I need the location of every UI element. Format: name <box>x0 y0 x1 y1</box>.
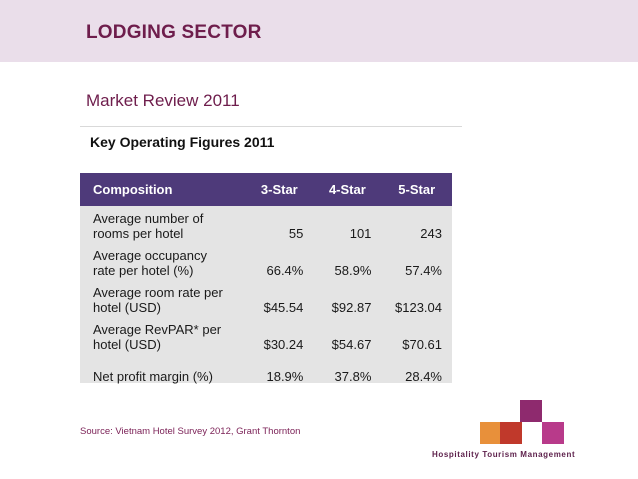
logo-square <box>500 422 522 444</box>
cell-3-star: 18.9% <box>266 369 304 384</box>
cell-3-star: $30.24 <box>263 337 304 352</box>
row-label-line: Average RevPAR* per <box>93 322 222 337</box>
table-row: Average room rate per hotel (USD) $45.54 … <box>80 280 452 317</box>
header-5-star: 5-Star <box>381 173 452 206</box>
row-label: Average number of rooms per hotel <box>80 206 245 243</box>
cell-5-star: $70.61 <box>402 337 442 352</box>
logo-square <box>542 422 564 444</box>
row-label: Average occupancy rate per hotel (%) <box>80 243 245 280</box>
logo-square <box>520 400 542 422</box>
source-note: Source: Vietnam Hotel Survey 2012, Grant… <box>80 426 301 437</box>
cell-4-star: $92.87 <box>331 300 372 315</box>
row-label-line: hotel (USD) <box>93 337 161 352</box>
figure-caption: Key Operating Figures 2011 <box>90 134 275 150</box>
slide-title: LODGING SECTOR <box>86 22 262 43</box>
cell-3-star: 55 <box>288 226 304 241</box>
cell-3-star: $45.54 <box>263 300 304 315</box>
cell-4-star: 101 <box>349 226 372 241</box>
cell-4-star: 58.9% <box>334 263 372 278</box>
table-row: Average occupancy rate per hotel (%) 66.4… <box>80 243 452 280</box>
cell-5-star: $123.04 <box>395 300 442 315</box>
row-label-line: rooms per hotel <box>93 226 184 241</box>
row-label-line: Average number of <box>93 211 204 226</box>
row-label: Average RevPAR* per hotel (USD) <box>80 317 245 354</box>
cell-5-star: 243 <box>420 226 442 241</box>
header-3-star: 3-Star <box>245 173 314 206</box>
slide-subtitle: Market Review 2011 <box>86 91 240 110</box>
table-row: Average number of rooms per hotel 55 101 … <box>80 206 452 243</box>
header-4-star: 4-Star <box>313 173 382 206</box>
header-band <box>0 0 638 62</box>
cell-5-star: 28.4% <box>405 369 442 384</box>
brand-name: Hospitality Tourism Management <box>432 450 576 459</box>
cell-4-star: 37.8% <box>334 369 372 384</box>
row-spacer <box>80 354 452 364</box>
row-label-line: Average room rate per <box>93 285 223 300</box>
row-label-line: Average occupancy <box>93 248 207 263</box>
header-composition: Composition <box>80 173 246 206</box>
table-row: Average RevPAR* per hotel (USD) $30.24 $5… <box>80 317 452 354</box>
row-label: Net profit margin (%) <box>93 369 213 384</box>
cell-5-star: 57.4% <box>405 263 442 278</box>
table-row: Net profit margin (%) 18.9% 37.8% 28.4% <box>80 364 452 386</box>
logo-square <box>480 422 502 444</box>
table-header-row: Composition 3-Star 4-Star 5-Star <box>80 173 452 206</box>
brand-logo-mark <box>480 400 570 445</box>
row-label-line: hotel (USD) <box>93 300 161 315</box>
divider-line <box>80 126 462 127</box>
row-label: Average room rate per hotel (USD) <box>80 280 245 317</box>
cell-4-star: $54.67 <box>331 337 372 352</box>
cell-3-star: 66.4% <box>266 263 304 278</box>
operating-figures-table: Composition 3-Star 4-Star 5-Star Average… <box>80 173 452 386</box>
row-label-line: rate per hotel (%) <box>93 263 194 278</box>
